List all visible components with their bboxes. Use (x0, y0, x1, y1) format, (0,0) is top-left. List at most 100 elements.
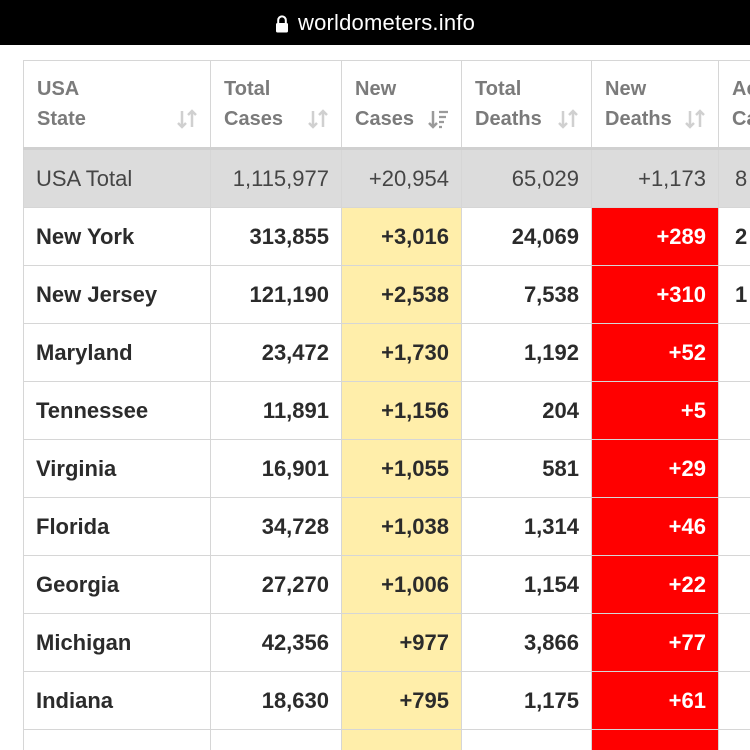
active-cases-cell (718, 613, 750, 672)
total-deaths-cell: 7,538 (461, 265, 592, 324)
table-row: Virginia 16,901 +1,055 581 +29 (23, 439, 750, 498)
header-total-cases[interactable]: Total Cases (210, 60, 342, 150)
header-label: USA State (37, 78, 86, 130)
state-link[interactable]: New York (23, 207, 211, 266)
covid-states-table: USA State Total Cases (23, 60, 750, 750)
new-cases-cell: +20,954 (341, 148, 462, 208)
empty-cell (341, 729, 462, 750)
active-cases-cell (718, 439, 750, 498)
total-cases-cell: 18,630 (210, 671, 342, 730)
total-deaths-cell: 3,866 (461, 613, 592, 672)
total-cases-cell: 27,270 (210, 555, 342, 614)
new-deaths-cell: +52 (591, 323, 719, 382)
total-cases-cell: 42,356 (210, 613, 342, 672)
usa-total-row: USA Total 1,115,977 +20,954 65,029 +1,17… (23, 148, 750, 208)
state-link[interactable]: New Jersey (23, 265, 211, 324)
new-deaths-cell: +1,173 (591, 148, 719, 208)
new-cases-cell: +1,038 (341, 497, 462, 556)
header-label: Total Deaths (475, 78, 542, 130)
new-cases-cell: +2,538 (341, 265, 462, 324)
sort-arrows-icon[interactable] (557, 107, 579, 131)
empty-cell (210, 729, 342, 750)
state-link[interactable]: Georgia (23, 555, 211, 614)
active-cases-cell (718, 381, 750, 440)
total-deaths-cell: 1,175 (461, 671, 592, 730)
new-deaths-cell: +22 (591, 555, 719, 614)
sort-arrows-icon[interactable] (684, 107, 706, 131)
table-row: Georgia 27,270 +1,006 1,154 +22 (23, 555, 750, 614)
state-link[interactable]: Michigan (23, 613, 211, 672)
empty-cell (23, 729, 211, 750)
table-row: New Jersey 121,190 +2,538 7,538 +310 1 (23, 265, 750, 324)
new-deaths-cell: +77 (591, 613, 719, 672)
new-cases-cell: +1,730 (341, 323, 462, 382)
state-link[interactable]: Tennessee (23, 381, 211, 440)
lock-icon (275, 14, 289, 33)
total-deaths-cell: 1,154 (461, 555, 592, 614)
header-label: Total Cases (224, 78, 283, 130)
total-deaths-cell: 1,192 (461, 323, 592, 382)
new-cases-cell: +1,156 (341, 381, 462, 440)
table-row: Michigan 42,356 +977 3,866 +77 (23, 613, 750, 672)
new-deaths-cell: +61 (591, 671, 719, 730)
active-cases-cell: 2 (718, 207, 750, 266)
total-deaths-cell: 204 (461, 381, 592, 440)
empty-cell (718, 729, 750, 750)
state-link[interactable]: Florida (23, 497, 211, 556)
browser-address-bar[interactable]: worldometers.info (0, 0, 750, 45)
state-link[interactable]: Indiana (23, 671, 211, 730)
state-link[interactable]: Maryland (23, 323, 211, 382)
header-usa-state[interactable]: USA State (23, 60, 211, 150)
state-cell: USA Total (23, 148, 211, 208)
new-cases-cell: +977 (341, 613, 462, 672)
header-label: New Deaths (605, 78, 672, 130)
table-row (23, 729, 750, 750)
new-cases-cell: +1,055 (341, 439, 462, 498)
active-cases-cell (718, 671, 750, 730)
active-cases-cell: 1 (718, 265, 750, 324)
new-deaths-cell: +310 (591, 265, 719, 324)
total-deaths-cell: 1,314 (461, 497, 592, 556)
active-cases-cell (718, 555, 750, 614)
total-cases-cell: 121,190 (210, 265, 342, 324)
header-active-cases[interactable]: AcCa (718, 60, 750, 150)
total-cases-cell: 16,901 (210, 439, 342, 498)
total-deaths-cell: 65,029 (461, 148, 592, 208)
active-cases-cell (718, 323, 750, 382)
header-label: AcCa (732, 78, 750, 130)
new-cases-cell: +1,006 (341, 555, 462, 614)
table-row: Tennessee 11,891 +1,156 204 +5 (23, 381, 750, 440)
active-cases-cell (718, 497, 750, 556)
covid-states-table-container[interactable]: USA State Total Cases (23, 60, 750, 750)
new-cases-cell: +795 (341, 671, 462, 730)
state-link[interactable]: Virginia (23, 439, 211, 498)
total-cases-cell: 11,891 (210, 381, 342, 440)
new-deaths-cell: +46 (591, 497, 719, 556)
table-row: Florida 34,728 +1,038 1,314 +46 (23, 497, 750, 556)
table-row: Maryland 23,472 +1,730 1,192 +52 (23, 323, 750, 382)
total-deaths-cell: 581 (461, 439, 592, 498)
total-deaths-cell: 24,069 (461, 207, 592, 266)
url-text: worldometers.info (297, 9, 476, 35)
total-cases-cell: 313,855 (210, 207, 342, 266)
header-label: New Cases (355, 78, 414, 130)
table-header-row: USA State Total Cases (23, 60, 750, 150)
header-new-cases[interactable]: New Cases (341, 60, 462, 150)
table-row: New York 313,855 +3,016 24,069 +289 2 (23, 207, 750, 266)
new-cases-cell: +3,016 (341, 207, 462, 266)
sort-arrows-icon[interactable] (176, 107, 198, 131)
new-deaths-cell: +29 (591, 439, 719, 498)
total-cases-cell: 34,728 (210, 497, 342, 556)
header-total-deaths[interactable]: Total Deaths (461, 60, 592, 150)
header-new-deaths[interactable]: New Deaths (591, 60, 719, 150)
new-deaths-cell: +5 (591, 381, 719, 440)
total-cases-cell: 1,115,977 (210, 148, 342, 208)
table-row: Indiana 18,630 +795 1,175 +61 (23, 671, 750, 730)
empty-cell (591, 729, 719, 750)
active-cases-cell: 8 (718, 148, 750, 208)
new-deaths-cell: +289 (591, 207, 719, 266)
sort-arrows-icon[interactable] (307, 107, 329, 131)
total-cases-cell: 23,472 (210, 323, 342, 382)
sort-desc-icon[interactable] (427, 107, 449, 131)
empty-cell (461, 729, 592, 750)
